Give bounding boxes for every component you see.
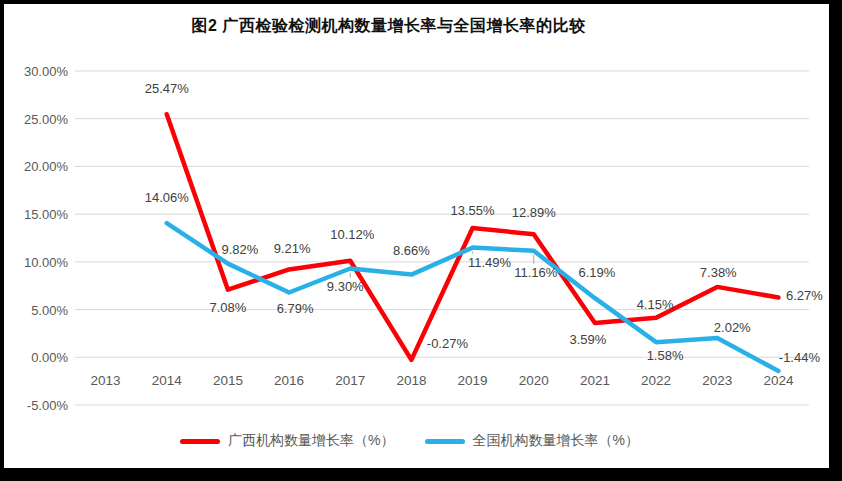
x-axis-tick-label: 2023 — [702, 373, 732, 388]
data-label: 8.66% — [393, 242, 430, 257]
data-label: 7.38% — [700, 264, 737, 279]
x-axis-tick-label: 2019 — [458, 373, 488, 388]
chart-inner-area: 图2 广西检验检测机构数量增长率与全国增长率的比较 30.00%25.00%20… — [4, 4, 829, 468]
y-axis-tick-label: 0.00% — [31, 350, 68, 365]
legend-line-swatch — [180, 439, 220, 444]
x-axis-tick-label: 2018 — [396, 373, 426, 388]
legend: 广西机构数量增长率（%） 全国机构数量增长率（%） — [4, 428, 815, 454]
legend-label: 广西机构数量增长率（%） — [228, 432, 394, 450]
data-label: -1.44% — [779, 350, 820, 365]
data-label: 9.30% — [327, 278, 364, 293]
data-label: 12.89% — [512, 205, 556, 220]
data-label: 1.58% — [647, 348, 684, 363]
data-label: 6.27% — [786, 288, 823, 303]
data-label: 9.21% — [274, 241, 311, 256]
x-axis-tick-label: 2016 — [274, 373, 304, 388]
x-axis-tick-label: 2013 — [91, 373, 121, 388]
data-label: 7.08% — [209, 299, 246, 314]
data-label: 6.79% — [277, 301, 314, 316]
data-label: -0.27% — [427, 335, 468, 350]
data-label: 14.06% — [145, 190, 189, 205]
y-axis-tick-label: 30.00% — [24, 64, 68, 79]
data-label: 2.02% — [714, 320, 751, 335]
x-axis-tick-label: 2017 — [335, 373, 365, 388]
x-axis-tick-label: 2014 — [152, 373, 182, 388]
x-axis-tick-label: 2024 — [763, 373, 793, 388]
data-label: 11.16% — [514, 264, 557, 279]
data-label: 9.82% — [221, 241, 258, 256]
x-axis-tick-label: 2022 — [641, 373, 671, 388]
y-axis-tick-label: 10.00% — [24, 254, 68, 269]
data-label: 3.59% — [569, 332, 606, 347]
plot-area — [4, 4, 829, 468]
legend-label: 全国机构数量增长率（%） — [473, 432, 639, 450]
data-label: 4.15% — [637, 296, 674, 311]
data-label: 13.55% — [451, 202, 495, 217]
y-axis-tick-label: 5.00% — [31, 302, 68, 317]
x-axis-tick-label: 2020 — [519, 373, 549, 388]
y-axis-tick-label: 20.00% — [24, 159, 68, 174]
chart-frame: 图2 广西检验检测机构数量增长率与全国增长率的比较 30.00%25.00%20… — [0, 0, 842, 481]
series-line — [167, 223, 779, 371]
y-axis-tick-label: 15.00% — [24, 207, 68, 222]
data-label: 10.12% — [330, 226, 374, 241]
series-line — [167, 114, 779, 360]
y-axis-tick-label: 25.00% — [24, 111, 68, 126]
legend-item: 广西机构数量增长率（%） — [180, 432, 394, 450]
data-label: 11.49% — [468, 254, 511, 269]
x-axis-tick-label: 2021 — [580, 373, 610, 388]
data-label: 6.19% — [578, 265, 615, 280]
data-label: 25.47% — [145, 81, 189, 96]
y-axis-tick-label: -5.00% — [27, 398, 68, 413]
x-axis-tick-label: 2015 — [213, 373, 243, 388]
legend-item: 全国机构数量增长率（%） — [425, 432, 639, 450]
legend-line-swatch — [425, 439, 465, 444]
